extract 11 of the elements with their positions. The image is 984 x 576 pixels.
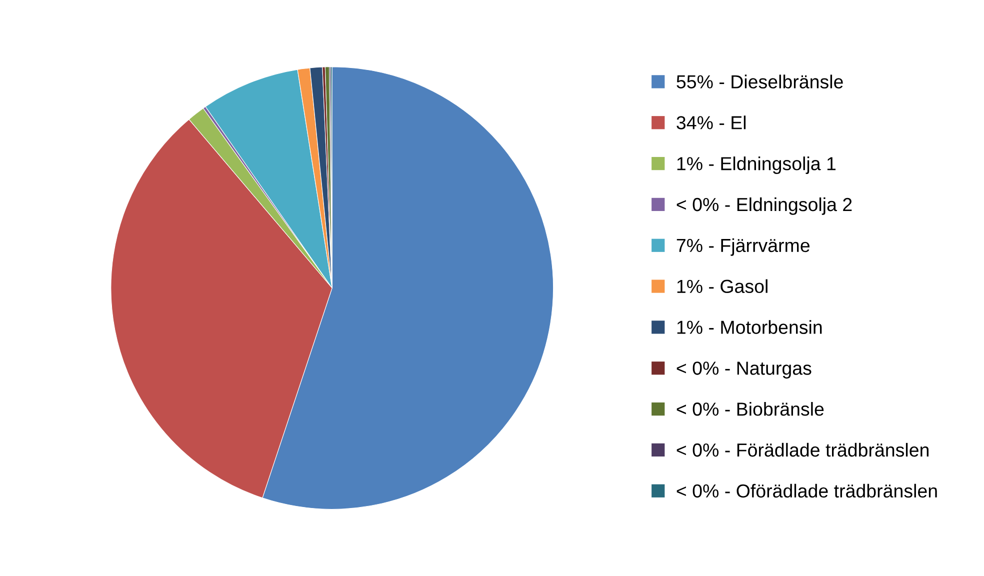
legend-label: 1% - Motorbensin — [677, 320, 822, 334]
legend-label: 7% - Fjärrvärme — [676, 238, 810, 256]
legend-label: < 0% - Oförädlade trädbränslen — [676, 484, 937, 498]
legend-label: < 0% - Förädlade trädbränslen — [676, 442, 929, 457]
legend-label: < 0% - Biobränsle — [676, 402, 824, 416]
legend-label: < 0% - Eldningsolja 2 — [676, 197, 852, 215]
legend-label: 34% - El — [676, 116, 746, 130]
legend-label: 1% - Gasol — [677, 279, 768, 294]
legend-label: < 0% - Naturgas — [676, 362, 812, 379]
legend-label: 1% - Eldningsolja 1 — [677, 156, 836, 174]
legend-label: 55% - Dieselbränsle — [676, 74, 843, 88]
